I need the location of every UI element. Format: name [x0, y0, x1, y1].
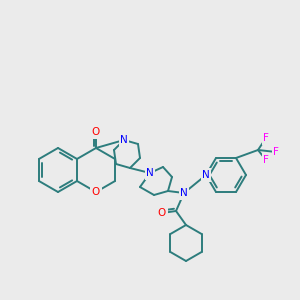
Text: O: O	[158, 208, 166, 218]
Text: O: O	[92, 127, 100, 137]
Text: F: F	[263, 155, 269, 165]
Text: O: O	[92, 187, 100, 197]
Text: N: N	[202, 170, 210, 180]
Text: F: F	[273, 147, 279, 157]
Text: N: N	[180, 188, 188, 198]
Text: N: N	[120, 135, 128, 145]
Text: N: N	[146, 168, 154, 178]
Text: F: F	[263, 133, 269, 143]
